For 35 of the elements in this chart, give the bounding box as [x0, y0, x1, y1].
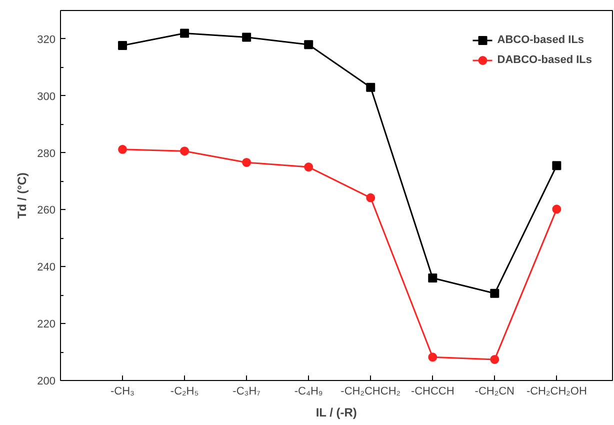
- x-tick-label: -C₃H₇: [232, 386, 261, 398]
- point: [118, 41, 128, 50]
- point: [180, 146, 190, 156]
- point: [428, 352, 438, 362]
- legend-label: ABCO-based ILs: [497, 34, 584, 46]
- x-tick-label: -CH₂CHCH₂: [340, 386, 401, 398]
- point: [304, 162, 314, 172]
- x-axis-title: IL / (-R): [316, 406, 357, 420]
- legend-label: DABCO-based ILs: [497, 54, 592, 66]
- point: [118, 144, 128, 154]
- point: [490, 354, 500, 364]
- y-tick-label: 300: [37, 90, 56, 103]
- x-tick-label: -C₂H₅: [170, 386, 199, 398]
- x-tick-label: -C₄H₉: [294, 386, 323, 398]
- point: [552, 161, 562, 170]
- y-tick-label: 260: [37, 204, 56, 217]
- point: [242, 32, 252, 42]
- y-tick-label: 220: [37, 318, 56, 331]
- point: [366, 82, 376, 92]
- x-tick-label: -CH₂CN: [474, 386, 515, 398]
- y-tick-label: 200: [37, 376, 56, 388]
- x-tick-label: -CH₃: [110, 386, 135, 398]
- point: [304, 40, 314, 50]
- x-tick-label: -CH₂CH₂OH: [526, 386, 587, 398]
- y-tick-label: 280: [37, 148, 56, 160]
- y-tick-label: 320: [37, 34, 56, 46]
- point: [180, 28, 190, 38]
- y-tick-label: 240: [37, 262, 56, 274]
- y-axis-title: Td / (°C): [15, 172, 30, 219]
- point: [242, 158, 252, 167]
- point: [552, 204, 562, 214]
- x-tick-label: -CHCCH: [410, 386, 454, 398]
- point: [490, 288, 500, 298]
- point: [428, 274, 438, 283]
- point: [366, 193, 376, 202]
